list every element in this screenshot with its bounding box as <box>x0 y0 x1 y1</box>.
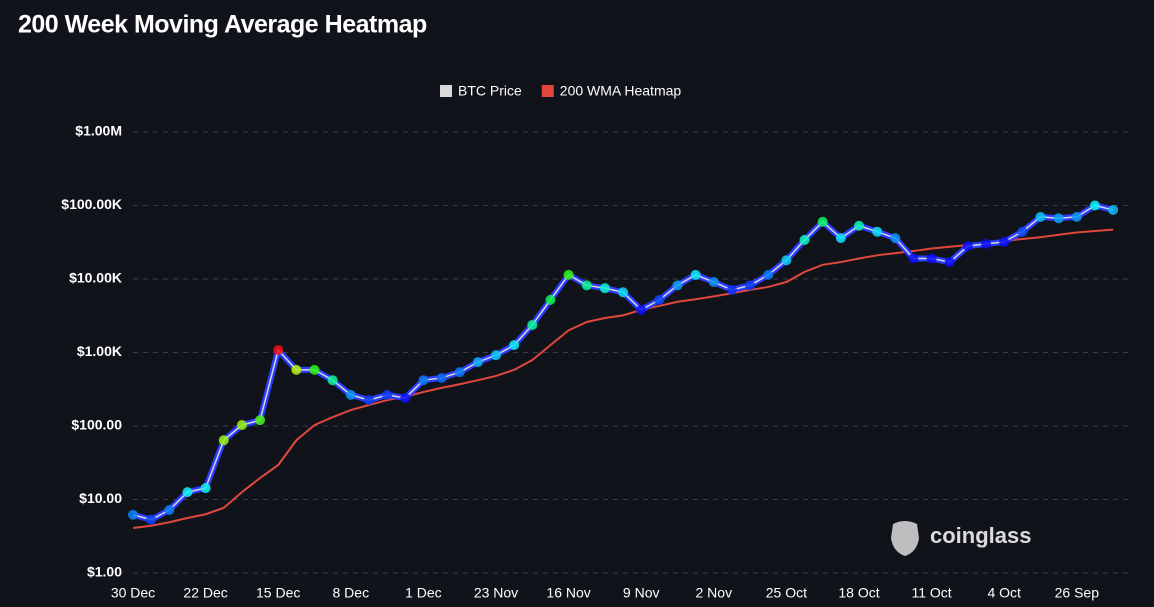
heat-dot <box>291 364 302 375</box>
heat-dot <box>872 226 883 237</box>
heat-dot <box>146 514 157 525</box>
watermark-icon <box>891 521 919 556</box>
heat-dot <box>327 375 338 386</box>
heat-dot <box>200 483 211 494</box>
heat-dot <box>926 253 937 264</box>
x-tick-label: 11 Oct <box>911 585 951 601</box>
heat-dot <box>545 294 556 305</box>
heat-dot <box>309 364 320 375</box>
heat-dot <box>745 280 756 291</box>
y-tick-label: $1.00K <box>77 343 122 359</box>
x-tick-label: 1 Dec <box>405 585 442 601</box>
heat-dot <box>690 269 701 280</box>
heat-dot <box>981 238 992 249</box>
heat-dot <box>799 234 810 245</box>
heat-dot <box>236 420 247 431</box>
heat-dot <box>944 257 955 268</box>
heat-dot <box>382 389 393 400</box>
x-tick-label: 16 Nov <box>546 585 590 601</box>
heat-dot <box>345 389 356 400</box>
y-tick-label: $1.00M <box>75 123 122 139</box>
heat-dot <box>654 294 665 305</box>
heat-dot <box>890 233 901 244</box>
heat-dot <box>763 269 774 280</box>
heat-dot <box>1017 226 1028 237</box>
heat-dot <box>255 415 266 426</box>
x-tick-label: 9 Nov <box>623 585 660 601</box>
heat-dot <box>128 509 138 520</box>
legend-label: 200 WMA Heatmap <box>560 83 682 99</box>
heat-dot <box>273 345 284 356</box>
chart-title: 200 Week Moving Average Heatmap <box>18 11 427 39</box>
heat-dot <box>581 280 592 291</box>
heat-dot <box>363 395 374 406</box>
heat-dot <box>999 236 1010 247</box>
heat-dot <box>1108 204 1119 215</box>
legend-label: BTC Price <box>458 83 522 99</box>
heat-dot <box>962 241 973 252</box>
heat-dot <box>908 253 919 264</box>
heat-dot <box>472 357 483 368</box>
heat-dot <box>1089 200 1100 211</box>
heat-dot <box>509 340 520 351</box>
heat-dot <box>1035 211 1046 222</box>
heat-dot <box>527 319 538 330</box>
heat-dot <box>563 269 574 280</box>
x-tick-label: 23 Nov <box>474 585 518 601</box>
y-tick-label: $10.00K <box>69 270 122 286</box>
wma-line <box>132 228 1114 529</box>
y-tick-label: $100.00K <box>61 196 122 212</box>
y-tick-label: $100.00 <box>71 417 122 433</box>
x-tick-label: 15 Dec <box>256 585 300 601</box>
heat-dot <box>454 367 465 378</box>
y-tick-label: $1.00 <box>87 564 122 580</box>
x-tick-label: 22 Dec <box>183 585 227 601</box>
heat-dot <box>400 393 411 404</box>
x-tick-label: 26 Sep <box>1055 585 1100 601</box>
heat-dot <box>599 283 610 294</box>
y-tick-label: $10.00 <box>79 490 122 506</box>
heat-dot <box>1071 211 1082 222</box>
legend-swatch <box>440 85 452 97</box>
watermark: coinglass <box>930 523 1031 548</box>
heat-dot <box>817 216 828 227</box>
heat-dot <box>164 504 175 515</box>
watermark-logo <box>891 521 919 556</box>
heat-dot <box>672 280 683 291</box>
heat-dot <box>1053 213 1064 224</box>
heat-dot <box>618 287 629 298</box>
heat-dot <box>218 435 229 446</box>
x-tick-label: 4 Oct <box>987 585 1021 601</box>
heat-dot <box>418 375 429 386</box>
heat-dot <box>436 372 447 383</box>
x-tick-label: 2 Nov <box>696 585 733 601</box>
heat-dot <box>781 255 792 266</box>
heat-dot <box>636 304 647 315</box>
heat-dot <box>708 277 719 288</box>
x-tick-label: 8 Dec <box>333 585 370 601</box>
heat-dot <box>491 350 501 361</box>
legend-swatch <box>541 85 554 97</box>
heat-dot <box>726 284 737 295</box>
x-tick-label: 18 Oct <box>838 585 879 601</box>
x-tick-label: 25 Oct <box>766 585 807 601</box>
x-tick-label: 30 Dec <box>111 585 155 601</box>
heat-dot <box>854 220 864 231</box>
heat-dot <box>182 487 193 498</box>
heat-dot <box>835 233 846 244</box>
